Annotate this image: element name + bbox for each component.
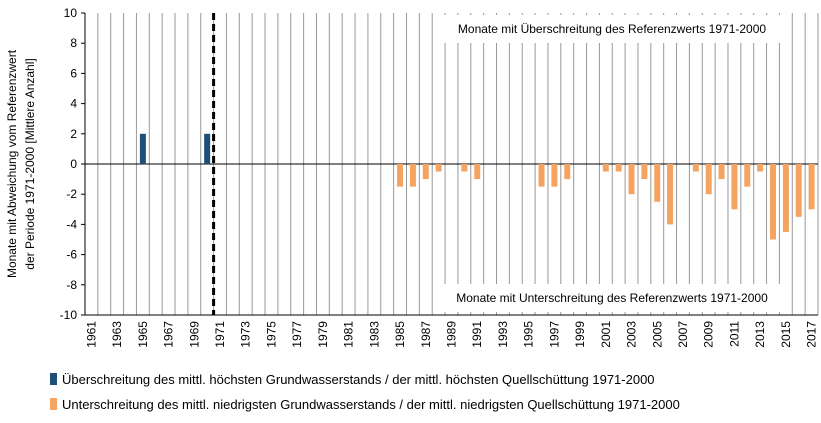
bar [602, 164, 609, 172]
x-tick-label: 1981 [342, 321, 356, 348]
y-axis-label: Monate mit Abweichung vom Referenzwert [5, 49, 19, 278]
bar [667, 164, 674, 225]
bar [538, 164, 545, 187]
x-tick-label: 1963 [110, 321, 124, 348]
bar [422, 164, 429, 180]
bar [615, 164, 622, 172]
bar [795, 164, 802, 217]
y-tick-label: -4 [66, 217, 77, 231]
y-tick-label: -10 [60, 308, 78, 322]
x-tick-label: 1977 [290, 321, 304, 348]
x-tick-label: 2013 [753, 321, 767, 348]
y-tick-label: -8 [66, 278, 77, 292]
bar [474, 164, 481, 180]
x-tick-label: 2009 [702, 321, 716, 348]
legend-swatch [50, 398, 57, 410]
x-tick-label: 1989 [445, 321, 459, 348]
x-tick-label: 1991 [470, 321, 484, 348]
y-tick-label: 6 [70, 66, 77, 80]
x-tick-label: 1997 [547, 321, 561, 348]
bar [204, 133, 211, 164]
y-tick-label: -6 [66, 248, 77, 262]
bar [808, 164, 815, 210]
x-tick-label: 2003 [625, 321, 639, 348]
bar [744, 164, 751, 187]
bar [782, 164, 789, 232]
annotation-bg [436, 284, 788, 312]
bar [705, 164, 712, 195]
bar [757, 164, 764, 172]
x-tick-label: 1973 [239, 321, 253, 348]
legend-label: Unterschreitung des mittl. niedrigsten G… [62, 397, 680, 412]
y-axis-label: der Periode 1971-2000 [Mittlere Anzahl] [23, 58, 37, 269]
x-tick-label: 2005 [650, 321, 664, 348]
x-tick-label: 1979 [316, 321, 330, 348]
y-tick-label: 8 [70, 36, 77, 50]
x-tick-label: 2015 [779, 321, 793, 348]
bar [435, 164, 442, 172]
x-tick-label: 2011 [727, 321, 741, 347]
bar [769, 164, 776, 240]
annotation: Monate mit Unterschreitung des Referenzw… [456, 291, 768, 305]
bar [409, 164, 416, 187]
x-tick-label: 1969 [187, 321, 201, 348]
bar [397, 164, 404, 187]
x-tick-label: 2017 [805, 321, 819, 348]
x-tick-label: 1965 [136, 321, 150, 348]
bar [461, 164, 468, 172]
annotation: Monate mit Überschreitung des Referenzwe… [458, 22, 766, 36]
legend-swatch [50, 373, 57, 385]
bar [731, 164, 738, 210]
y-tick-label: 10 [64, 6, 78, 20]
y-tick-label: 0 [70, 157, 77, 171]
x-tick-label: 2007 [676, 321, 690, 348]
x-tick-label: 1967 [162, 321, 176, 348]
x-tick-label: 1993 [496, 321, 510, 348]
x-tick-label: 1985 [393, 321, 407, 348]
y-tick-label: 2 [70, 127, 77, 141]
bar [551, 164, 558, 187]
legend-label: Überschreitung des mittl. höchsten Grund… [62, 372, 655, 387]
x-tick-label: 1983 [367, 321, 381, 348]
x-tick-label: 2001 [599, 321, 613, 348]
bar [654, 164, 661, 202]
bar [641, 164, 648, 180]
x-tick-label: 1975 [264, 321, 278, 348]
x-tick-label: 1999 [573, 321, 587, 348]
y-tick-label: 4 [70, 97, 77, 111]
y-tick-label: -2 [66, 187, 77, 201]
bar [564, 164, 571, 180]
bar [692, 164, 699, 172]
bar [718, 164, 725, 180]
bar [139, 133, 146, 164]
bar [628, 164, 635, 195]
x-tick-label: 1987 [419, 321, 433, 348]
x-tick-label: 1995 [522, 321, 536, 348]
annotation-bg [436, 15, 788, 43]
x-tick-label: 1971 [213, 321, 227, 348]
x-tick-label: 1961 [84, 321, 98, 348]
